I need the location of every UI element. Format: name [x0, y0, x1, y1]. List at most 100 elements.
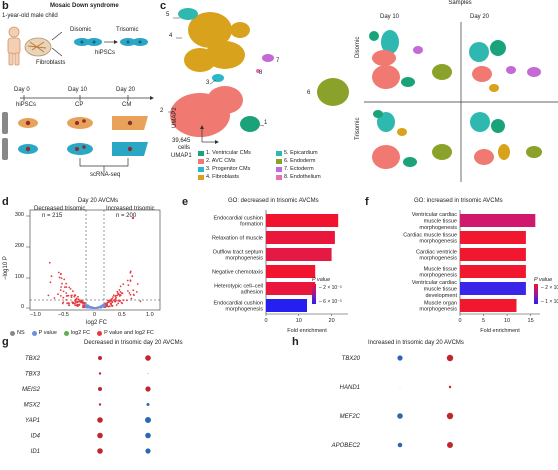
petri-dish-icon [24, 37, 52, 57]
legend-swatch [276, 159, 282, 164]
volcano-point [65, 299, 68, 301]
panel-letter-f: f [365, 196, 369, 208]
volcano-point [119, 285, 122, 288]
samples-col-day20: Day 20 [470, 14, 490, 20]
volcano-point [115, 299, 117, 302]
umap-legend-item: 1. Ventricular CMs [198, 150, 276, 157]
volcano-point [133, 294, 135, 296]
go-term-label: Negative chemotaxis [212, 270, 263, 276]
volcano-point [107, 299, 109, 302]
panel-letter-d: d [2, 196, 9, 208]
volcano-point [102, 303, 104, 306]
dot-h-title: Increased in trisomic day 20 AVCMs [368, 340, 464, 346]
go-bar [460, 231, 526, 244]
gene-dot [399, 386, 401, 388]
legend-label: 6. Endoderm [284, 158, 316, 164]
cluster-fibroblasts-region [184, 12, 250, 72]
legend-swatch [276, 167, 282, 172]
volcano-point [132, 289, 135, 292]
volcano-point [60, 286, 62, 288]
legend-label: log2 FC [70, 330, 91, 336]
volcano-point [111, 300, 114, 303]
volcano-point [118, 300, 121, 302]
legend-swatch [198, 151, 204, 156]
day0-label: Day 0 [14, 87, 30, 93]
volcano-point [68, 304, 71, 307]
sample-trisomic-day20 [470, 112, 542, 165]
gene-label: APOBEC2 [331, 443, 361, 449]
gene-label: TBX3 [25, 372, 41, 378]
volcano-point [84, 303, 87, 305]
colorbar-title: P value [312, 277, 330, 283]
volcano-xtick-2: −0.5 [58, 312, 69, 318]
samples-grid [364, 22, 558, 182]
legend-dot [31, 330, 37, 336]
colorbar-tick: – 1 × 10⁻³ [541, 299, 558, 305]
umap2-label: UMAP2 [172, 107, 178, 128]
volcano-point [47, 294, 50, 297]
volcano-point [48, 261, 51, 264]
volcano-point [117, 292, 119, 295]
volcano-point [113, 300, 116, 303]
go-bar [266, 214, 339, 227]
go-term-label: development [426, 293, 458, 299]
cm-label: CM [122, 102, 132, 108]
volcano-point [65, 292, 68, 294]
volcano-point [113, 299, 115, 302]
gene-dot [447, 442, 453, 448]
gene-label: MEIS2 [22, 387, 41, 393]
volcano-point [63, 278, 66, 281]
volcano-point [75, 298, 77, 301]
volcano-point [115, 304, 118, 306]
samples-col-day10: Day 10 [380, 14, 400, 20]
samples-row-trisomic: Trisomic [355, 117, 361, 140]
umap-legend-item: 6. Endoderm [276, 158, 354, 165]
go-term-label: morphogenesis [419, 307, 457, 313]
volcano-point [112, 294, 115, 297]
volcano-point [131, 275, 134, 278]
go-bar [266, 282, 316, 295]
volcano-point [63, 286, 66, 288]
volcano-point [136, 283, 139, 285]
volcano-point [112, 296, 114, 298]
go-term-label: morphogenesis [225, 256, 263, 262]
legend-label: 7. Ectoderm [284, 166, 314, 172]
volcano-point [79, 299, 81, 302]
colorbar-tick: – 2 × 10⁻³ [319, 285, 342, 291]
gene-dot [145, 417, 151, 423]
volcano-point [135, 291, 138, 293]
go-term-label: Endocardial cushion [213, 300, 263, 306]
gene-dot [98, 356, 102, 360]
sample-trisomic-day10 [372, 110, 452, 169]
p-value-colorbar [312, 284, 316, 304]
volcano-point [69, 288, 72, 290]
volcano-ytick-300: 300 [14, 212, 24, 218]
go-bar [266, 265, 316, 278]
samples-title: Samples [448, 0, 472, 6]
legend-label: 8. Endothelium [284, 174, 321, 180]
cluster-num-5: 5 [166, 12, 170, 18]
volcano-title: Day 20 AVCMs [77, 198, 119, 204]
go-bar [266, 231, 335, 244]
volcano-plot [26, 209, 161, 311]
go-term-label: morphogenesis [419, 239, 457, 245]
volcano-point [65, 282, 68, 285]
volcano-legend: NS P value log2 FC P value and log2 FC [10, 330, 190, 336]
disomic-cells-icon [74, 38, 102, 46]
go-term-label: Relaxation of muscle [212, 236, 263, 242]
volcano-point [109, 302, 112, 305]
gene-label: TBX2 [25, 356, 41, 362]
panel-letter-g: g [2, 336, 9, 348]
go-bar [266, 299, 307, 312]
gene-dot [446, 354, 454, 362]
volcano-point [129, 293, 132, 296]
volcano-point [67, 302, 70, 304]
volcano-point [71, 294, 73, 297]
gene-label: ID1 [31, 449, 40, 455]
volcano-ytick-200: 200 [14, 243, 24, 249]
cluster-epicardium-region [178, 8, 198, 20]
go-decreased-title: GO: decreased in trisomic AVCMs [228, 198, 319, 204]
volcano-point [77, 295, 79, 298]
cluster-endoderm-region [317, 78, 349, 106]
